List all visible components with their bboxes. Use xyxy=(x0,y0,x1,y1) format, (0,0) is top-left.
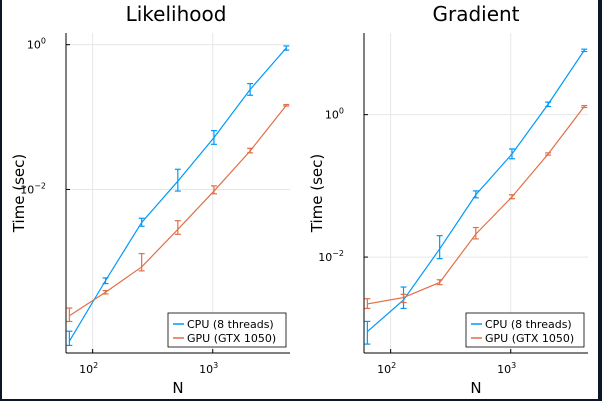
x-tick-exponent: 3 xyxy=(511,361,516,370)
series-line-2 xyxy=(367,106,585,305)
y-axis-label: Time (sec) xyxy=(10,154,28,233)
y-axis-label: Time (sec) xyxy=(308,154,326,233)
series-line-2 xyxy=(69,105,287,317)
x-tick-exponent: 2 xyxy=(93,361,98,370)
x-axis-label: N xyxy=(172,379,183,397)
x-tick-label: 103 xyxy=(199,361,218,376)
plot-2: 102 103 10−2 100 Gradient N Time (sec) CPU (8 t… xyxy=(308,2,588,397)
y-tick-exponent: 0 xyxy=(339,107,344,116)
x-axis-label: N xyxy=(470,379,481,397)
y-tick-label: 100 xyxy=(27,37,46,52)
legend-label-1: CPU (8 threads) xyxy=(485,318,572,331)
legend-label-2: GPU (GTX 1050) xyxy=(485,332,574,345)
legend-label-2: GPU (GTX 1050) xyxy=(187,332,276,345)
legend-label-1: CPU (8 threads) xyxy=(187,318,274,331)
x-tick-label: 102 xyxy=(79,361,98,376)
y-tick-label: 10−2 xyxy=(318,249,344,264)
x-tick-label: 103 xyxy=(497,361,516,376)
series-line-1 xyxy=(68,47,287,342)
legend-box xyxy=(167,312,287,348)
x-tick-exponent: 2 xyxy=(391,361,396,370)
y-tick-exponent: 0 xyxy=(41,37,46,46)
legend-box xyxy=(465,312,585,348)
y-tick-exponent: −2 xyxy=(332,249,344,258)
x-tick-exponent: 3 xyxy=(213,361,218,370)
x-tick-label: 102 xyxy=(377,361,396,376)
chart-title: Likelihood xyxy=(126,2,227,26)
y-tick-exponent: −2 xyxy=(34,181,46,190)
y-tick-label: 100 xyxy=(325,107,344,122)
chart-title: Gradient xyxy=(432,2,519,26)
